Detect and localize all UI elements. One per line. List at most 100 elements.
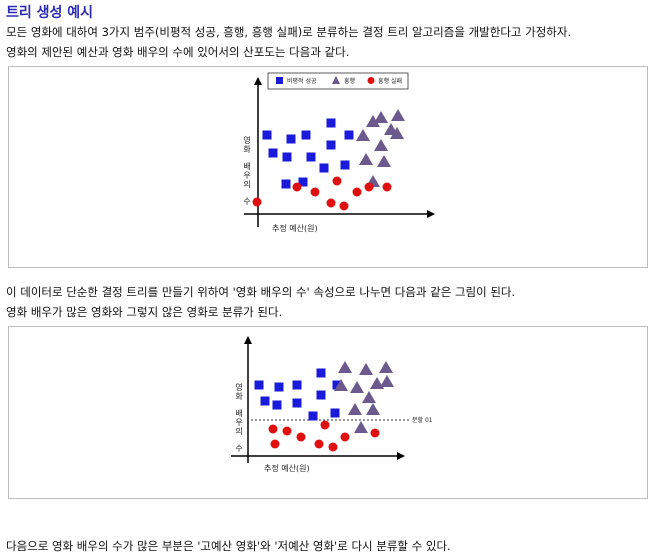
x-axis-arrow-1 bbox=[427, 210, 435, 218]
legend-label-hit: 흥행 bbox=[344, 77, 355, 85]
point-circle-3 bbox=[252, 197, 262, 207]
point-square-6 bbox=[326, 118, 336, 128]
y-axis-label-char: 의 bbox=[243, 179, 250, 189]
y-axis-label-char: 배 bbox=[235, 409, 242, 418]
point-triangle-4 bbox=[350, 381, 364, 393]
point-square-5 bbox=[306, 152, 316, 162]
y-axis-arrow-1 bbox=[254, 77, 262, 85]
x-axis-label-1: 추정 예산(원) bbox=[272, 223, 318, 233]
point-square-5 bbox=[292, 398, 302, 408]
y-axis-label-char: 영 bbox=[243, 135, 250, 145]
point-circle-2 bbox=[296, 432, 306, 442]
point-triangle-2 bbox=[366, 115, 380, 127]
point-circle-6 bbox=[352, 187, 362, 197]
point-circle-8 bbox=[328, 442, 338, 452]
point-square-4 bbox=[282, 152, 292, 162]
chart-2-points bbox=[254, 361, 394, 452]
point-circle-4 bbox=[340, 432, 350, 442]
legend-triangle-icon bbox=[332, 76, 340, 84]
y-axis-label-char: 우 bbox=[243, 171, 250, 180]
point-square-10 bbox=[330, 408, 340, 418]
point-square-10 bbox=[340, 160, 350, 170]
point-triangle-0 bbox=[374, 111, 388, 123]
y-axis-label-char: 의 bbox=[235, 426, 242, 436]
split-label: 분할 01 bbox=[412, 416, 433, 424]
point-circle-8 bbox=[382, 182, 392, 192]
point-circle-4 bbox=[326, 198, 336, 208]
point-circle-6 bbox=[270, 439, 280, 449]
y-axis-label-char: 배 bbox=[243, 162, 250, 171]
point-triangle-5 bbox=[370, 377, 384, 389]
split-line-2: 영화 배우가 많은 영화와 그렇지 않은 영화로 분류가 된다. bbox=[6, 305, 283, 319]
point-square-0 bbox=[262, 130, 272, 140]
point-triangle-9 bbox=[366, 403, 380, 415]
point-triangle-2 bbox=[379, 361, 393, 373]
point-square-1 bbox=[286, 134, 296, 144]
point-square-12 bbox=[298, 177, 308, 187]
point-square-2 bbox=[292, 380, 302, 390]
y-axis-label-char: 우 bbox=[235, 418, 242, 427]
y-axis-label-char: 수 bbox=[243, 197, 250, 206]
chart-1-points bbox=[252, 109, 405, 211]
point-circle-2 bbox=[332, 176, 342, 186]
intro-paragraph: 모든 영화에 대하여 3가지 범주(비평적 성공, 흥행, 흥행 실패)로 분류… bbox=[6, 22, 571, 62]
point-circle-7 bbox=[314, 439, 324, 449]
y-axis-label-char: 수 bbox=[235, 444, 242, 453]
intro-line-1: 모든 영화에 대하여 3가지 범주(비평적 성공, 흥행, 흥행 실패)로 분류… bbox=[6, 25, 572, 39]
point-triangle-1 bbox=[359, 363, 373, 375]
point-square-7 bbox=[344, 130, 354, 140]
point-square-0 bbox=[254, 380, 264, 390]
split-line-1: 이 데이터로 단순한 결정 트리를 만들기 위하여 '영화 배우의 수' 속성으… bbox=[6, 285, 516, 299]
x-axis-label-2: 추정 예산(원) bbox=[264, 463, 310, 473]
point-circle-1 bbox=[310, 187, 320, 197]
intro-line-2: 영화의 제안된 예산과 영화 배우의 수에 있어서의 산포도는 다음과 같다. bbox=[6, 45, 350, 59]
point-triangle-6 bbox=[374, 139, 388, 151]
point-square-8 bbox=[316, 390, 326, 400]
y-axis-label-char: 화 bbox=[235, 392, 243, 401]
point-triangle-10 bbox=[354, 421, 368, 433]
point-triangle-8 bbox=[377, 155, 391, 167]
point-square-11 bbox=[281, 179, 291, 189]
point-square-6 bbox=[316, 368, 326, 378]
page-title: 트리 생성 예시 bbox=[6, 5, 94, 21]
point-square-3 bbox=[268, 148, 278, 158]
point-square-3 bbox=[260, 396, 270, 406]
split-paragraph: 이 데이터로 단순한 결정 트리를 만들기 위하여 '영화 배우의 수' 속성으… bbox=[6, 282, 515, 322]
y-axis-label-char: 영 bbox=[235, 382, 242, 392]
point-triangle-7 bbox=[362, 391, 376, 403]
next-paragraph: 다음으로 영화 배우의 수가 많은 부분은 '고예산 영화'와 '저예산 영화'… bbox=[6, 536, 451, 556]
point-square-9 bbox=[319, 163, 329, 173]
point-circle-5 bbox=[339, 201, 349, 211]
legend-circle-icon bbox=[367, 77, 375, 84]
point-square-8 bbox=[326, 140, 336, 150]
point-circle-1 bbox=[282, 426, 292, 436]
point-square-9 bbox=[308, 411, 318, 421]
point-circle-5 bbox=[370, 428, 380, 438]
point-square-1 bbox=[274, 382, 284, 392]
point-circle-3 bbox=[320, 420, 330, 430]
point-square-4 bbox=[272, 400, 282, 410]
point-circle-7 bbox=[364, 182, 374, 192]
legend-label-critical: 비평적 성공 bbox=[287, 77, 317, 85]
point-square-2 bbox=[301, 130, 311, 140]
point-triangle-3 bbox=[334, 379, 348, 391]
point-triangle-0 bbox=[338, 361, 352, 373]
point-triangle-5 bbox=[356, 129, 370, 141]
legend-label-flop: 흥행 실패 bbox=[378, 77, 402, 85]
point-triangle-7 bbox=[359, 153, 373, 165]
point-circle-0 bbox=[268, 424, 278, 434]
point-square-7 bbox=[332, 380, 342, 390]
point-triangle-4 bbox=[390, 127, 404, 139]
point-triangle-6 bbox=[380, 375, 394, 387]
y-axis-label-char: 화 bbox=[243, 145, 251, 154]
point-triangle-8 bbox=[348, 403, 362, 415]
point-triangle-1 bbox=[391, 109, 405, 121]
x-axis-arrow-2 bbox=[397, 452, 405, 460]
point-circle-0 bbox=[292, 182, 302, 192]
y-axis-arrow-2 bbox=[244, 336, 252, 344]
